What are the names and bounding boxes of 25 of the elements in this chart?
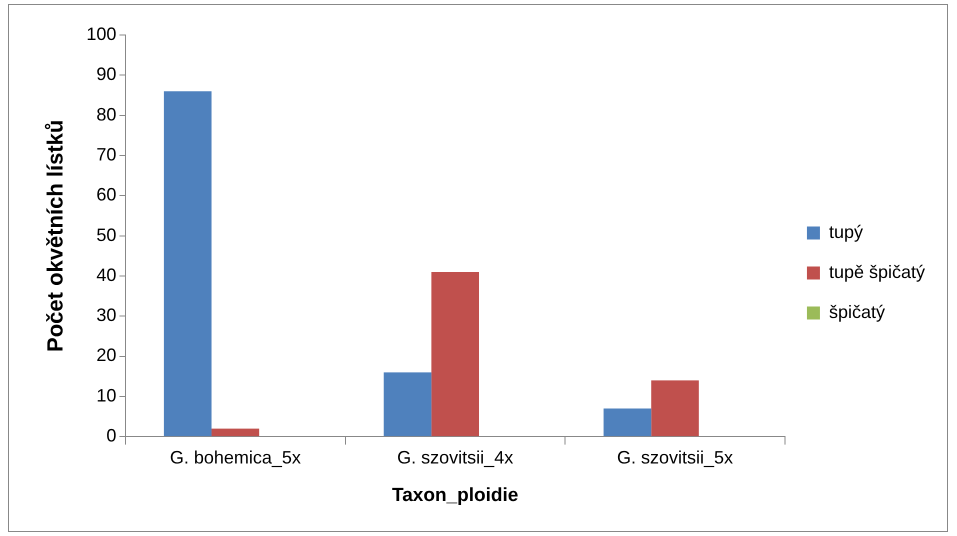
bar: [212, 428, 260, 436]
y-tick-label: 60: [96, 184, 116, 205]
legend-label: tupý: [828, 222, 863, 242]
y-tick-label: 10: [96, 385, 116, 406]
bar: [431, 272, 480, 436]
y-tick-label: 80: [96, 104, 116, 124]
y-tick-label: 0: [106, 426, 116, 446]
y-tick-label: 30: [96, 305, 116, 326]
x-tick-label: G. szovitsii_5x: [617, 447, 734, 468]
bar: [651, 380, 699, 436]
bar: [384, 372, 432, 436]
legend-label: tupě špičatý: [828, 262, 926, 282]
y-axis-title: Počet okvětních lístků: [42, 120, 68, 352]
y-tick-label: 70: [96, 144, 116, 164]
bar: [604, 408, 652, 436]
y-tick-label: 50: [96, 224, 116, 245]
y-tick-label: 20: [96, 345, 116, 366]
y-tick-label: 40: [96, 264, 116, 285]
y-tick-label: 100: [86, 24, 116, 44]
x-tick-label: G. szovitsii_4x: [397, 447, 514, 468]
y-tick-label: 90: [96, 64, 116, 84]
x-axis-title: Taxon_ploidie: [392, 484, 518, 506]
x-tick-label: G. bohemica_5x: [170, 447, 301, 468]
bar: [164, 91, 212, 436]
legend-label: špičatý: [828, 302, 885, 322]
